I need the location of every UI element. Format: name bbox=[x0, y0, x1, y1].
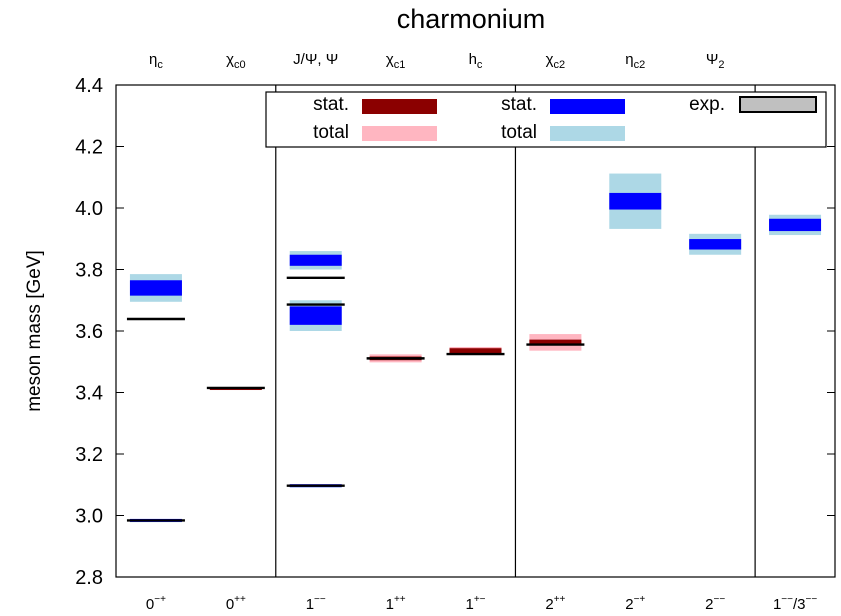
legend-light-stat-label: stat. bbox=[501, 94, 537, 115]
legend-exp-label: exp. bbox=[689, 94, 725, 115]
state-name-label: ηc2 bbox=[625, 51, 645, 71]
y-axis-ticks: 2.8 3.0 3.2 3.4 3.6 3.8 4.0 4.2 4.4 bbox=[75, 75, 835, 589]
state-name-label: χc0 bbox=[226, 51, 246, 71]
state-name-labels: ηc χc0 J/Ψ, Ψ χc1 hc χc2 ηc2 Ψ2 bbox=[149, 51, 724, 71]
quantum-number-labels: 0−+​ 0++​ 1−−​ 1++​ 1+−​ 2++​ 2−+​ 2−−​ 1−−​/3−−… bbox=[146, 594, 817, 613]
y-tick-label: 3.6 bbox=[75, 321, 103, 343]
legend-box bbox=[265, 91, 827, 148]
y-tick-label: 3.0 bbox=[75, 506, 103, 528]
legend-exp-swatch bbox=[739, 96, 817, 113]
y-tick-label: 3.8 bbox=[75, 260, 103, 282]
legend-light-total-swatch bbox=[550, 126, 625, 141]
legend-charm-stat-swatch bbox=[362, 99, 437, 114]
quantum-number-label: 1−−​ bbox=[306, 594, 326, 613]
quantum-number-label: 2++​ bbox=[545, 594, 565, 613]
mass-band-stat bbox=[529, 339, 582, 346]
y-tick-label: 3.2 bbox=[75, 444, 103, 466]
mass-band-stat bbox=[689, 239, 742, 250]
state-name-label: hc bbox=[469, 51, 483, 71]
legend-charm-total-swatch bbox=[362, 126, 437, 141]
state-name-label: χc1 bbox=[386, 51, 406, 71]
y-axis-label: meson mass [GeV] bbox=[24, 250, 45, 412]
state-name-label: ηc bbox=[149, 51, 163, 71]
mass-band-stat bbox=[769, 218, 822, 232]
legend: stat. total stat. total exp. bbox=[265, 91, 827, 148]
quantum-number-label: 1++​ bbox=[386, 594, 406, 613]
plot-frame bbox=[115, 84, 836, 578]
quantum-number-label: 1+−​ bbox=[465, 594, 485, 613]
quantum-number-label: 2−−​ bbox=[705, 594, 725, 613]
state-name-label: χc2 bbox=[546, 51, 566, 71]
quantum-number-label: 0++​ bbox=[226, 594, 246, 613]
mass-band-stat bbox=[449, 348, 502, 354]
quantum-number-label: 0−+​ bbox=[146, 594, 166, 613]
legend-light-stat-swatch bbox=[550, 99, 625, 114]
mass-bands bbox=[129, 173, 822, 523]
state-name-label: Ψ2 bbox=[706, 51, 725, 71]
quantum-number-label: 2−+​ bbox=[625, 594, 645, 613]
mass-band-stat bbox=[609, 192, 662, 210]
legend-charm-total-label: total bbox=[313, 122, 349, 143]
y-tick-label: 4.2 bbox=[75, 137, 103, 159]
legend-charm-stat-label: stat. bbox=[313, 94, 349, 115]
quantum-number-label: 1−−​/3−−​ bbox=[773, 594, 817, 613]
legend-light-total-label: total bbox=[501, 122, 537, 143]
experimental-lines bbox=[126, 276, 585, 522]
y-tick-label: 4.4 bbox=[75, 75, 103, 97]
chart-title: charmonium bbox=[397, 4, 546, 34]
state-name-label: J/Ψ, Ψ bbox=[293, 51, 338, 68]
y-tick-label: 3.4 bbox=[75, 383, 103, 405]
mass-band-stat bbox=[289, 306, 342, 325]
mass-band-stat bbox=[129, 280, 182, 296]
column-separators bbox=[275, 85, 756, 577]
y-tick-label: 2.8 bbox=[75, 567, 103, 589]
y-tick-label: 4.0 bbox=[75, 198, 103, 220]
mass-band-stat bbox=[289, 254, 342, 266]
